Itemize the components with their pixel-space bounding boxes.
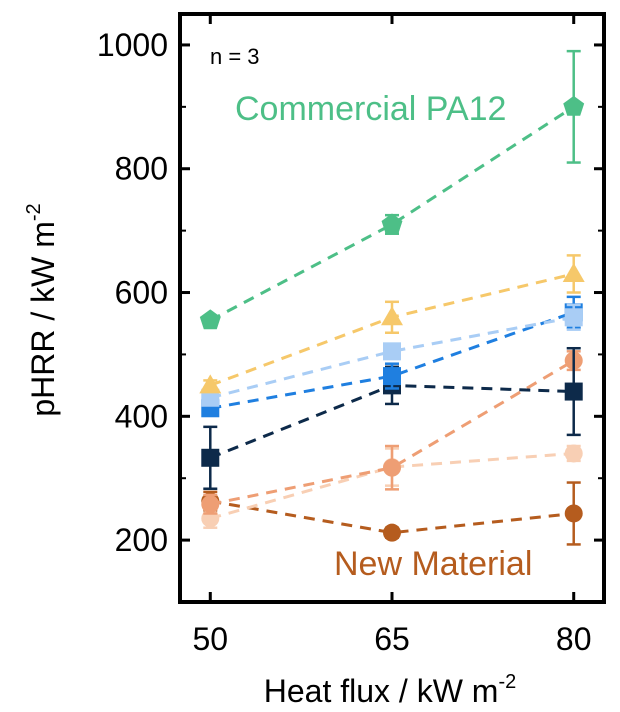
data-point [381, 213, 403, 234]
y-axis-label-superscript: -2 [23, 203, 45, 221]
data-point [383, 523, 401, 542]
x-tick-label: 65 [374, 621, 410, 657]
data-point [199, 309, 221, 330]
data-point [201, 448, 220, 467]
series [199, 49, 585, 330]
series-line [209, 359, 575, 506]
x-axis-label-text: Heat flux / kW m [264, 673, 499, 709]
data-point [381, 306, 403, 326]
data-point [564, 308, 583, 327]
data-point [564, 382, 583, 401]
y-tick-label: 400 [115, 398, 168, 434]
x-tick-label: 80 [556, 621, 592, 657]
data-point [383, 342, 401, 361]
y-axis-label-text: pHRR / kW m [25, 221, 61, 417]
x-tick-label: 50 [192, 621, 228, 657]
series [201, 481, 583, 546]
data-point [383, 458, 401, 477]
data-point [563, 95, 585, 116]
series-line [209, 315, 574, 400]
data-point [564, 504, 583, 523]
data-point [564, 444, 583, 463]
series [201, 303, 583, 407]
x-axis-label-superscript: -2 [498, 671, 516, 693]
data-point [383, 367, 401, 386]
series-line [209, 451, 574, 520]
x-axis-label: Heat flux / kW m-2 [264, 671, 517, 709]
y-tick-label: 1000 [97, 27, 168, 63]
y-tick-label: 200 [115, 522, 168, 558]
series [199, 254, 585, 394]
axes: 200 400 600 800 1000 50 65 80 [97, 14, 604, 657]
annotation-new-material: New Material [334, 545, 532, 583]
data-point [201, 495, 220, 514]
series-line [209, 105, 575, 322]
series-line [210, 310, 575, 410]
series-line [210, 499, 574, 535]
annotation-commercial-pa12: Commercial PA12 [235, 90, 506, 128]
plot-content [199, 49, 585, 546]
data-point [199, 374, 222, 394]
y-tick-label: 800 [115, 151, 168, 187]
sample-count-note: n = 3 [210, 44, 260, 69]
y-tick-label: 600 [115, 275, 168, 311]
y-axis-label: pHRR / kW m-2 [23, 203, 61, 416]
data-point [562, 262, 585, 282]
